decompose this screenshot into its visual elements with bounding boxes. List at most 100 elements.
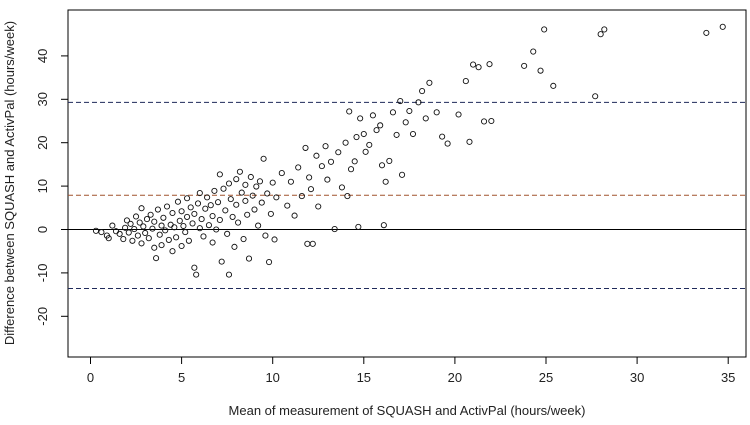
data-point bbox=[327, 158, 335, 165]
data-point bbox=[209, 239, 216, 246]
y-axis: -20 -10 0 10 20 30 40 bbox=[35, 49, 68, 326]
data-point bbox=[123, 217, 130, 224]
data-point bbox=[207, 202, 214, 209]
reference-lines bbox=[68, 101, 746, 290]
data-point bbox=[380, 222, 387, 229]
data-point bbox=[278, 170, 285, 177]
data-point bbox=[419, 88, 426, 95]
data-point bbox=[295, 164, 302, 171]
data-point bbox=[530, 48, 537, 55]
data-point bbox=[386, 157, 393, 164]
data-point bbox=[245, 255, 253, 262]
data-point bbox=[382, 178, 389, 185]
data-point bbox=[129, 237, 136, 244]
data-point bbox=[98, 229, 105, 236]
data-point bbox=[601, 26, 608, 33]
data-point bbox=[470, 61, 477, 68]
x-tick-label: 20 bbox=[448, 370, 462, 385]
data-point bbox=[156, 231, 163, 238]
y-tick-label: -20 bbox=[35, 307, 50, 326]
data-point bbox=[214, 199, 222, 206]
data-point bbox=[174, 198, 182, 205]
y-tick-label: 30 bbox=[35, 92, 50, 106]
data-point bbox=[353, 134, 360, 141]
data-point bbox=[393, 131, 400, 138]
data-point bbox=[225, 180, 233, 187]
data-point bbox=[377, 122, 384, 129]
data-point bbox=[160, 214, 167, 221]
data-point bbox=[550, 82, 557, 89]
x-tick-label: 0 bbox=[87, 370, 94, 385]
data-point bbox=[189, 220, 196, 227]
data-point bbox=[422, 115, 429, 122]
data-point bbox=[196, 225, 203, 232]
data-point bbox=[455, 111, 462, 118]
data-point bbox=[521, 62, 528, 69]
data-point bbox=[142, 229, 149, 237]
data-point bbox=[167, 221, 174, 228]
data-point bbox=[255, 222, 262, 229]
data-point bbox=[703, 29, 710, 36]
x-tick-label: 15 bbox=[357, 370, 371, 385]
data-point bbox=[204, 194, 211, 201]
data-point bbox=[235, 219, 242, 226]
data-point bbox=[262, 232, 269, 239]
data-point bbox=[444, 140, 451, 147]
data-point bbox=[486, 61, 493, 68]
data-point bbox=[154, 206, 161, 213]
x-tick-label: 25 bbox=[539, 370, 553, 385]
data-point bbox=[140, 223, 147, 230]
data-point bbox=[592, 93, 599, 100]
data-points bbox=[92, 23, 726, 278]
data-point bbox=[238, 189, 245, 196]
data-point bbox=[324, 176, 331, 183]
data-point bbox=[240, 235, 247, 243]
data-point bbox=[216, 171, 223, 178]
data-point bbox=[173, 234, 180, 241]
data-point bbox=[233, 201, 240, 208]
data-point bbox=[251, 206, 258, 213]
data-point bbox=[169, 248, 176, 255]
data-point bbox=[184, 195, 191, 202]
data-point bbox=[163, 203, 171, 210]
data-point bbox=[151, 218, 158, 225]
plot-frame bbox=[67, 9, 747, 358]
data-point bbox=[220, 185, 227, 192]
data-point bbox=[273, 194, 280, 201]
data-point bbox=[355, 223, 362, 230]
data-point bbox=[406, 107, 413, 115]
data-point bbox=[209, 212, 216, 220]
data-point bbox=[302, 144, 309, 151]
data-point bbox=[151, 244, 158, 251]
data-point bbox=[242, 197, 249, 204]
data-point bbox=[127, 220, 134, 227]
data-point bbox=[346, 108, 353, 115]
data-point bbox=[244, 211, 251, 218]
data-point bbox=[397, 97, 404, 105]
data-point bbox=[462, 78, 469, 85]
data-point bbox=[162, 227, 169, 234]
x-tick-label: 35 bbox=[721, 370, 735, 385]
data-point bbox=[291, 212, 298, 219]
data-point bbox=[362, 148, 369, 155]
data-point bbox=[218, 258, 225, 265]
data-point bbox=[216, 216, 223, 224]
data-point bbox=[132, 213, 140, 220]
data-point bbox=[373, 127, 380, 134]
data-point bbox=[466, 138, 473, 145]
data-point bbox=[125, 229, 132, 236]
data-point bbox=[198, 216, 205, 223]
y-tick-label: 40 bbox=[35, 49, 50, 63]
data-point bbox=[185, 237, 192, 244]
data-point bbox=[541, 26, 548, 33]
data-point bbox=[165, 236, 172, 243]
data-point bbox=[399, 171, 406, 178]
data-point bbox=[266, 258, 273, 266]
data-point bbox=[138, 205, 145, 212]
data-point bbox=[264, 190, 271, 197]
data-point bbox=[178, 242, 185, 250]
data-point bbox=[105, 235, 112, 242]
data-point bbox=[298, 193, 305, 200]
data-point bbox=[481, 118, 488, 125]
